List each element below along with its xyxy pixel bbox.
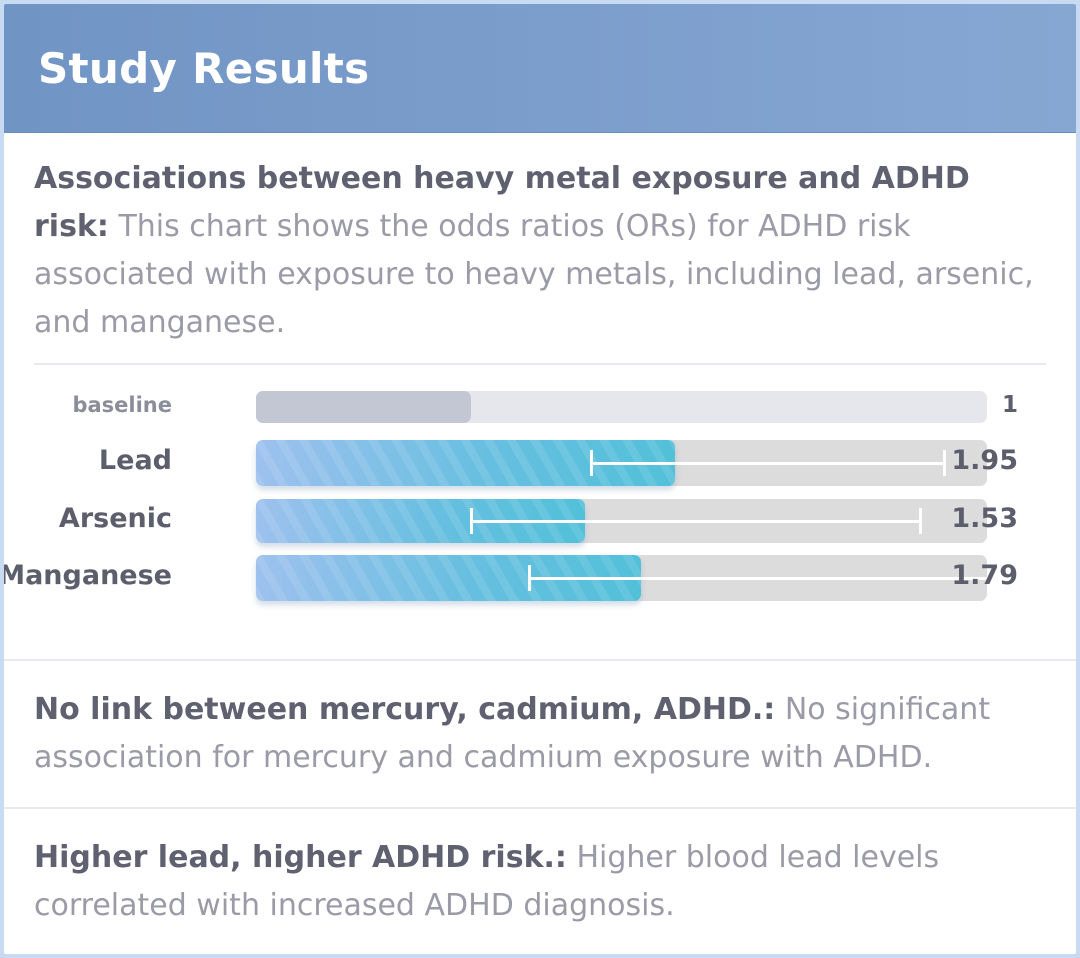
error-bar-lead <box>591 461 944 465</box>
bar-track-manganese <box>256 555 987 601</box>
bar-track-lead <box>256 440 987 486</box>
bar-track-baseline <box>256 391 987 423</box>
error-bar-arsenic <box>471 519 921 523</box>
value-label-arsenic: 1.53 <box>951 503 1018 534</box>
error-cap-lead-high <box>942 450 946 476</box>
finding-2: Higher lead, higher ADHD risk.: Higher b… <box>4 809 1076 930</box>
error-bar-manganese <box>529 576 987 580</box>
bar-label-manganese: Manganese <box>4 560 172 591</box>
card-title: Study Results <box>38 43 370 93</box>
finding-1: No link between mercury, cadmium, ADHD.:… <box>4 661 1076 807</box>
error-cap-arsenic-high <box>918 508 922 534</box>
bar-label-lead: Lead <box>98 445 172 476</box>
error-cap-manganese-low <box>527 565 531 591</box>
finding-1-title: No link between mercury, cadmium, ADHD.: <box>34 692 776 727</box>
bar-track-arsenic <box>256 499 987 543</box>
bar-label-arsenic: Arsenic <box>58 503 172 534</box>
odds-ratio-chart: baseline 1 Lead 1.95 Arsenic 1.53 Manganese 1.7… <box>4 365 1046 665</box>
study-results-card: Study Results Associations between heavy… <box>4 4 1076 954</box>
intro-section: Associations between heavy metal exposur… <box>4 133 1076 665</box>
finding-2-title: Higher lead, higher ADHD risk.: <box>34 840 567 875</box>
value-label-manganese: 1.79 <box>951 560 1018 591</box>
bar-baseline <box>256 391 471 423</box>
intro-text: This chart shows the odds ratios (ORs) f… <box>34 209 1034 340</box>
finding-1-text: No significant association for mercury a… <box>34 692 991 775</box>
intro-paragraph: Associations between heavy metal exposur… <box>34 155 1046 363</box>
intro-title: Associations between heavy metal exposur… <box>34 161 970 244</box>
error-cap-arsenic-low <box>469 508 473 534</box>
bar-label-baseline: baseline <box>72 393 172 417</box>
intro-divider <box>34 363 1046 365</box>
finding-2-text: Higher blood lead levels correlated with… <box>34 840 940 923</box>
section-divider <box>4 807 1076 809</box>
error-cap-lead-low <box>589 450 593 476</box>
value-label-lead: 1.95 <box>951 445 1018 476</box>
card-header: Study Results <box>4 4 1076 133</box>
value-label-baseline: 1 <box>1001 392 1018 418</box>
section-divider <box>4 659 1076 661</box>
